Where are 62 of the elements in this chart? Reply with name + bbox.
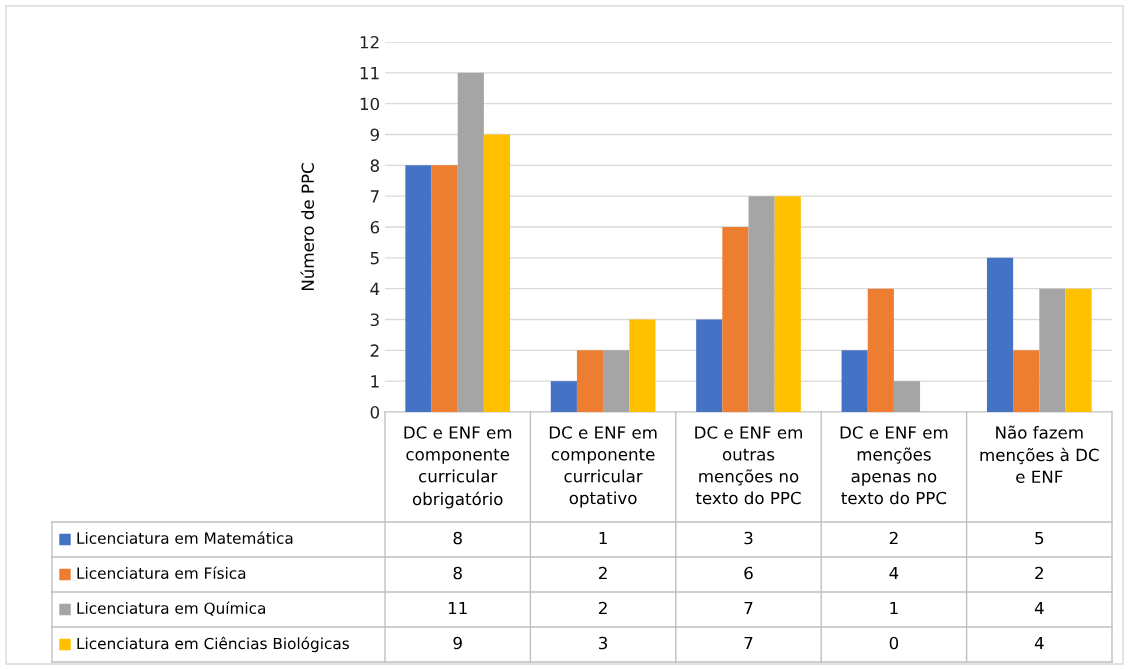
- bar: [986, 257, 1014, 412]
- bar: [550, 381, 577, 412]
- y-tick-label: 3: [370, 313, 379, 327]
- bar: [748, 196, 775, 412]
- data-label: 5: [1035, 531, 1044, 545]
- bar: [1039, 288, 1066, 412]
- x-tick-label: DC e ENF em menções apenas no texto do PPC: [840, 426, 948, 505]
- y-tick-label: 7: [370, 190, 379, 203]
- data-label: 0: [889, 636, 899, 650]
- y-tick-label: 9: [370, 128, 379, 142]
- bar: [603, 350, 630, 412]
- legend-label: Licenciatura em Ciências Biológicas: [77, 636, 349, 653]
- bar: [1013, 350, 1040, 412]
- data-label: 1: [890, 601, 898, 615]
- data-label: 1: [599, 531, 607, 545]
- data-label: 3: [599, 636, 608, 650]
- legend-label: Licenciatura em Matemática: [77, 531, 293, 544]
- bar: [722, 227, 749, 412]
- y-tick-label: 10: [360, 97, 380, 111]
- data-label: 4: [1034, 601, 1044, 615]
- x-tick-label: DC e ENF em outras menções no texto do PPC: [695, 426, 802, 505]
- data-label: 2: [599, 601, 607, 615]
- data-label: 7: [744, 601, 753, 615]
- data-label: 11: [448, 601, 467, 615]
- data-label: 2: [1035, 566, 1043, 580]
- data-label: 8: [453, 531, 462, 545]
- y-tick-label: 6: [370, 220, 380, 234]
- bar: [867, 288, 894, 412]
- data-label: 8: [453, 566, 462, 580]
- bar: [696, 319, 723, 412]
- bar: [457, 72, 484, 412]
- legend-label: Licenciatura em Física: [77, 566, 246, 579]
- bar: [576, 350, 604, 412]
- bar: [629, 319, 656, 412]
- data-label: 7: [744, 636, 753, 650]
- x-tick-label: Não fazem menções à DC e ENF: [980, 425, 1099, 484]
- y-tick-label: 8: [370, 159, 379, 172]
- y-tick-label: 2: [370, 344, 379, 357]
- data-label: 6: [744, 566, 753, 580]
- data-label: 2: [599, 566, 607, 580]
- bar: [405, 165, 432, 412]
- y-tick-label: 11: [360, 67, 379, 80]
- y-tick-label: 12: [360, 35, 379, 49]
- data-label: 9: [453, 636, 462, 650]
- data-label: 2: [889, 531, 898, 545]
- y-tick-label: 5: [370, 252, 379, 265]
- y-tick-label: 1: [371, 375, 379, 388]
- bar: [1065, 288, 1092, 412]
- bar: [893, 381, 921, 412]
- data-label: 4: [889, 566, 899, 580]
- bar: [483, 134, 511, 412]
- bar: [431, 165, 458, 412]
- bar: [774, 196, 801, 412]
- x-tick-label: DC e ENF em componente curricular optativo: [549, 426, 657, 508]
- bar: [841, 350, 868, 412]
- x-tick-label: DC e ENF em componente curricular obrigatório: [404, 426, 512, 509]
- legend-label: Licenciatura em Química: [77, 601, 266, 616]
- data-label: 4: [1034, 636, 1044, 650]
- y-axis-title: Número de PPC: [300, 163, 315, 291]
- y-tick-label: 0: [370, 405, 380, 419]
- data-label: 3: [744, 531, 753, 545]
- y-tick-label: 4: [370, 282, 380, 295]
